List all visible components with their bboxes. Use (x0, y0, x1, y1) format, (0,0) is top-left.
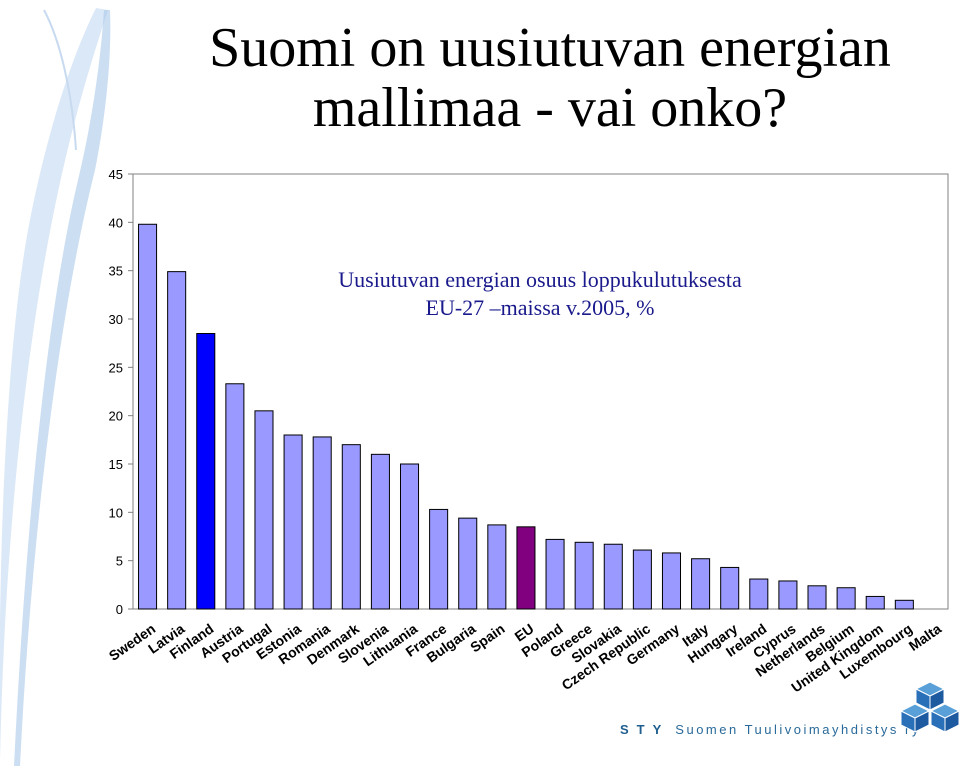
y-tick-label: 30 (109, 312, 123, 327)
bar-eu (516, 526, 536, 610)
bar-czech-republic (632, 549, 652, 610)
bar-finland (196, 333, 216, 610)
bar-luxembourg (894, 599, 914, 610)
bar-poland (545, 538, 565, 610)
y-tick-label: 45 (109, 167, 123, 182)
footer-organization: STY Suomen Tuulivoimayhdistys ry (620, 722, 921, 737)
y-tick-label: 0 (116, 602, 123, 617)
bar-hungary (720, 566, 740, 610)
bar-series (138, 223, 914, 610)
bar-belgium (836, 587, 856, 610)
page-title: Suomi on uusiutuvan energian mallimaa - … (209, 17, 891, 139)
bar-slovenia (370, 453, 390, 610)
bar-italy (691, 558, 711, 610)
bar-lithuania (399, 463, 420, 610)
y-tick-label: 10 (109, 505, 123, 520)
cube-cluster-logo-icon (900, 681, 960, 733)
bar-ireland (749, 578, 769, 610)
bar-cyprus (778, 580, 798, 610)
bar-latvia (167, 271, 187, 610)
bar-austria (225, 383, 245, 610)
bar-spain (487, 524, 507, 610)
y-tick-label: 40 (109, 215, 123, 230)
bar-france (429, 508, 449, 610)
y-tick-label: 15 (109, 457, 123, 472)
footer-name: Suomen Tuulivoimayhdistys ry (675, 722, 921, 737)
y-tick-label: 25 (109, 360, 123, 375)
bar-germany (661, 552, 682, 610)
y-axis: 0 5 10 15 20 25 30 35 40 45 (109, 167, 133, 617)
x-axis-labels: SwedenLatviaFinlandAustriaPortugalEstoni… (106, 620, 945, 695)
bar-sweden (138, 223, 158, 610)
bar-denmark (341, 444, 361, 610)
footer-abbr: STY (620, 722, 670, 737)
bar-slovakia (603, 543, 623, 610)
x-category-label: Spain (467, 620, 507, 655)
bar-greece (574, 541, 594, 610)
bar-netherlands (807, 585, 827, 610)
y-tick-label: 35 (109, 264, 123, 279)
bar-romania (312, 436, 332, 610)
bar-portugal (254, 410, 274, 610)
bar-united-kingdom (865, 595, 885, 610)
bar-estonia (283, 434, 303, 610)
x-category-label: Malta (906, 620, 945, 654)
bar-bulgaria (458, 517, 478, 610)
y-tick-label: 20 (109, 409, 123, 424)
chart-subtitle-line-1: Uusiutuvan energian osuus loppukulutukse… (338, 267, 742, 292)
y-tick-label: 5 (116, 554, 123, 569)
chart-subtitle-line-2: EU-27 –maissa v.2005, % (426, 295, 655, 320)
